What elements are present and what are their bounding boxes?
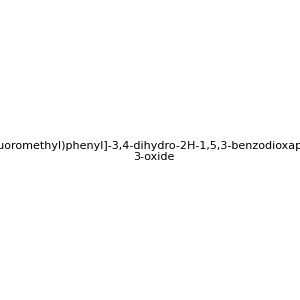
Text: N-[2-chloro-5-(trifluoromethyl)phenyl]-3,4-dihydro-2H-1,5,3-benzodioxaphosphepin: N-[2-chloro-5-(trifluoromethyl)phenyl]-3… (0, 141, 300, 162)
